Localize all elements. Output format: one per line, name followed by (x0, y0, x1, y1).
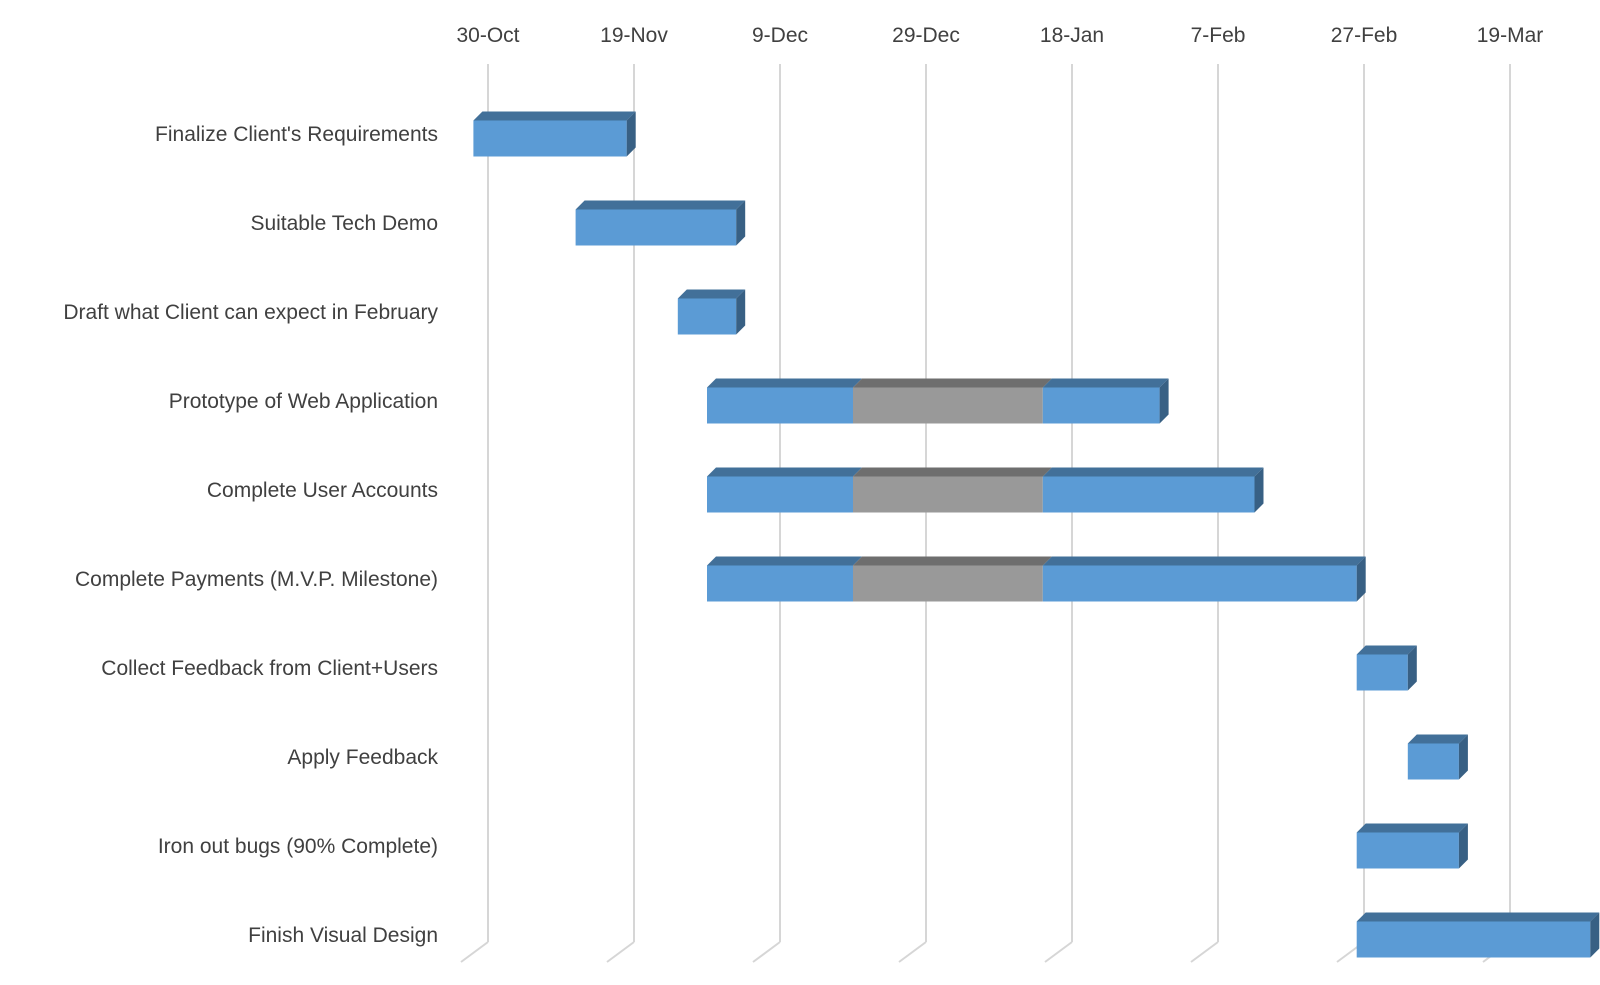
task-label: Iron out bugs (90% Complete) (158, 835, 438, 858)
bar-segment (1042, 476, 1255, 513)
bar-top-face (1042, 556, 1366, 566)
x-tick-label: 29-Dec (892, 24, 960, 47)
bar-top-face (1356, 912, 1600, 922)
task-bar (1356, 912, 1600, 958)
bar-segment (1042, 565, 1357, 602)
bar-top-face (1356, 645, 1417, 655)
bar-side-face (1356, 556, 1366, 602)
task-labels: Finalize Client's Requirements Suitable T… (63, 123, 438, 947)
task-label: Finish Visual Design (248, 924, 438, 947)
task-label: Complete Payments (M.V.P. Milestone) (75, 568, 438, 591)
gridline-floor (1044, 941, 1073, 963)
bar-top-face (1042, 467, 1264, 477)
bar-top-face (853, 467, 1052, 477)
bar-segment-break (853, 565, 1043, 602)
x-tick-label: 19-Mar (1477, 24, 1544, 47)
bar-side-face (1159, 378, 1169, 424)
task-label: Complete User Accounts (207, 479, 438, 502)
x-axis-ticks: 30-Oct 19-Nov 9-Dec 29-Dec 18-Jan 7-Feb 27-Feb… (456, 24, 1543, 47)
task-bars (473, 111, 1600, 958)
bar-top-face (677, 289, 746, 299)
bar-side-face (1458, 734, 1468, 780)
bar-segment (707, 476, 853, 513)
task-label: Finalize Client's Requirements (155, 123, 438, 146)
bar-segment (1356, 654, 1408, 691)
x-tick-label: 30-Oct (456, 24, 519, 47)
bar-top-face (707, 556, 862, 566)
bar-segment-break (853, 476, 1043, 513)
bar-segment-break (853, 387, 1043, 424)
task-label: Draft what Client can expect in February (63, 301, 438, 324)
task-bar (1356, 645, 1417, 691)
bar-side-face (1254, 467, 1264, 513)
x-tick-label: 7-Feb (1191, 24, 1246, 47)
bar-top-face (853, 556, 1052, 566)
task-bar (1407, 734, 1468, 780)
gridline-floor (1190, 941, 1219, 963)
bar-top-face (853, 378, 1052, 388)
task-bar (707, 467, 1264, 513)
bar-top-face (473, 111, 636, 121)
gridlines (460, 64, 1511, 963)
task-bar (707, 378, 1169, 424)
bar-side-face (736, 200, 746, 246)
gridline-floor (460, 941, 489, 963)
task-bar (707, 556, 1366, 602)
task-label: Apply Feedback (287, 746, 438, 769)
bar-side-face (626, 111, 636, 157)
bar-segment (575, 209, 737, 246)
bar-top-face (707, 467, 862, 477)
task-bar (473, 111, 636, 157)
gridline-floor (752, 941, 781, 963)
bar-side-face (1407, 645, 1417, 691)
bar-segment (1356, 832, 1459, 869)
task-bar (575, 200, 746, 246)
task-bar (1356, 823, 1468, 869)
bar-segment (1407, 743, 1459, 780)
bar-top-face (1356, 823, 1468, 833)
bar-segment (677, 298, 737, 335)
bar-side-face (736, 289, 746, 335)
task-bar (677, 289, 746, 335)
task-label: Prototype of Web Application (169, 390, 438, 413)
bar-side-face (1590, 912, 1600, 958)
gridline-floor (606, 941, 635, 963)
bar-top-face (707, 378, 862, 388)
bar-top-face (1407, 734, 1468, 744)
task-label: Collect Feedback from Client+Users (101, 657, 438, 680)
x-tick-label: 18-Jan (1040, 24, 1104, 47)
bar-segment (1042, 387, 1160, 424)
bar-segment (1356, 921, 1591, 958)
bar-segment (707, 565, 853, 602)
x-tick-label: 27-Feb (1331, 24, 1398, 47)
bar-segment (473, 120, 627, 157)
task-label: Suitable Tech Demo (250, 212, 438, 235)
bar-top-face (575, 200, 746, 210)
x-tick-label: 9-Dec (752, 24, 808, 47)
bar-top-face (1042, 378, 1169, 388)
gridline-floor (898, 941, 927, 963)
x-tick-label: 19-Nov (600, 24, 668, 47)
bar-segment (707, 387, 853, 424)
bar-side-face (1458, 823, 1468, 869)
